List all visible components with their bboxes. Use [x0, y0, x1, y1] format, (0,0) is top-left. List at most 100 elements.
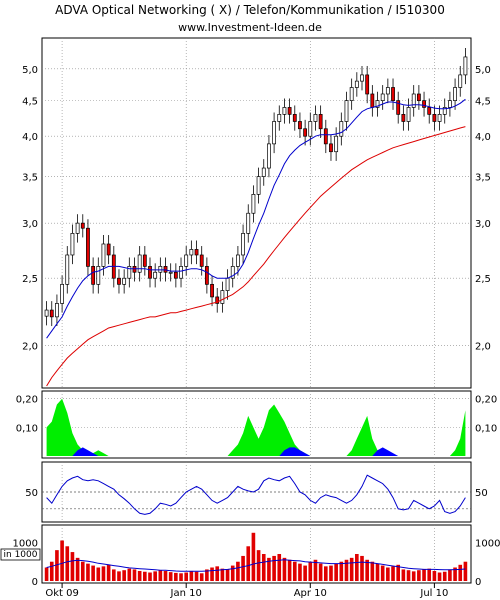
volume-bar [448, 569, 452, 581]
candle-body [49, 309, 54, 318]
candle-body [194, 249, 199, 256]
volume-bar [344, 559, 349, 581]
volume-bar [391, 566, 395, 581]
candle-body [80, 222, 85, 229]
candle-body [416, 93, 421, 101]
indicator-tick-label-right: 0,10 [475, 423, 497, 434]
volume-bar [396, 564, 401, 581]
candle-body [132, 266, 137, 273]
candle-body [106, 243, 111, 256]
candle-body [122, 277, 127, 285]
candle-body [199, 254, 204, 267]
volume-bar [318, 563, 323, 581]
volume-bar [453, 567, 457, 581]
price-tick-label-left: 3,5 [22, 173, 38, 184]
candle-body [173, 271, 178, 279]
price-ma-long-line [46, 126, 466, 387]
volume-ma-line [46, 559, 466, 572]
candle-body [148, 266, 152, 279]
volume-bar [86, 563, 90, 581]
volume-bar [75, 557, 80, 581]
candle-body [380, 93, 385, 101]
indicator-area [46, 398, 466, 456]
source-url: www.Investment-Ideen.de [178, 21, 322, 34]
candle-body [396, 100, 401, 115]
volume-bar [282, 557, 287, 581]
candle-body [339, 121, 344, 137]
candle-body [137, 254, 142, 273]
volume-bar [401, 569, 406, 581]
volume-unit-box [0, 548, 41, 561]
volume-bar [349, 557, 354, 581]
candle-body [401, 114, 406, 122]
volume-tick-label-left: 0 [32, 577, 38, 588]
candle-body [453, 87, 457, 101]
price-tick-label-right: 5,0 [475, 65, 491, 76]
volume-tick-label-right: 1000 [475, 538, 500, 549]
volume-bar [437, 572, 442, 581]
candle-body [329, 143, 333, 153]
volume-bar [49, 561, 54, 581]
x-tick-label: Okt 09 [45, 588, 79, 599]
candle-body [411, 93, 416, 108]
volume-bar [153, 571, 157, 581]
volume-bar [246, 546, 251, 581]
candle-body [354, 80, 359, 88]
price-panel [41, 37, 472, 389]
volume-bar [261, 554, 266, 581]
candle-body [448, 100, 452, 108]
volume-bar [132, 569, 137, 581]
marks-layer [44, 48, 468, 581]
volume-bar [168, 572, 173, 581]
volume-bar [287, 559, 292, 581]
volume-bar [111, 569, 116, 581]
candle-body [427, 107, 432, 115]
candle-body [458, 74, 463, 88]
candle-body [282, 107, 287, 115]
indicator-area [46, 447, 466, 456]
volume-bar [236, 561, 240, 581]
volume-bar [44, 567, 49, 581]
volume-bar [143, 571, 147, 581]
volume-bar [329, 565, 333, 581]
candle-body [251, 193, 256, 214]
candle-body [91, 266, 96, 285]
volume-bar [210, 567, 214, 581]
volume-bar [117, 571, 121, 581]
volume-bar [303, 565, 307, 581]
candle-body [313, 114, 318, 122]
volume-bar [194, 571, 199, 581]
candle-body [334, 135, 339, 153]
candle-body [422, 100, 426, 108]
volume-bar [360, 555, 364, 581]
volume-bar [334, 563, 338, 581]
candle-body [60, 283, 64, 304]
volume-bar [106, 564, 111, 581]
volume-bar [184, 572, 189, 581]
candle-body [210, 283, 214, 298]
candle-body [65, 254, 70, 285]
candle-body [75, 222, 80, 234]
candle-body [298, 121, 302, 130]
candle-body [318, 114, 323, 130]
oscillator-tick-label-left: 50 [25, 488, 38, 499]
volume-bar [101, 566, 106, 581]
candle-body [391, 87, 395, 101]
candle-body [287, 107, 292, 115]
volume-bar [313, 559, 318, 581]
price-tick-label-right: 4,0 [475, 132, 491, 143]
grid-layer [42, 38, 471, 588]
price-tick-label-left: 2,5 [22, 274, 38, 285]
candle-body [179, 266, 183, 279]
candle-body [204, 266, 209, 285]
price-ma-short-line [46, 98, 466, 339]
volume-bar [463, 561, 468, 581]
volume-bar [220, 568, 225, 581]
volume-bar [158, 570, 163, 581]
candle-body [117, 277, 121, 285]
volume-bar [91, 565, 95, 581]
candle-body [215, 296, 220, 304]
candle-body [308, 121, 313, 137]
candle-body [189, 249, 194, 256]
volume-bar [380, 565, 385, 581]
